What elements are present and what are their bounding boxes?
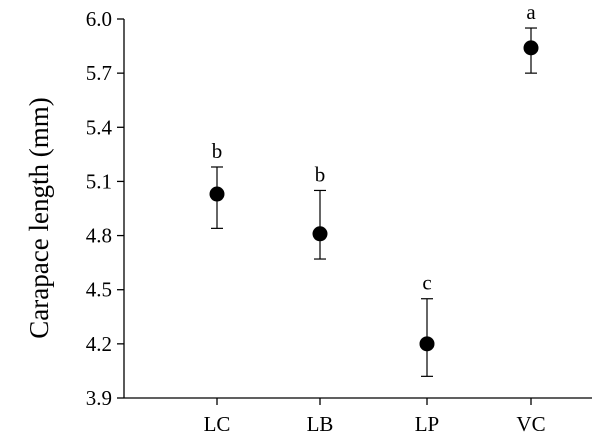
- data-point: [419, 336, 435, 352]
- significance-letter: b: [212, 139, 223, 163]
- y-tick-label: 6.0: [86, 7, 112, 31]
- data-point: [312, 226, 328, 242]
- y-tick-label: 4.2: [86, 332, 112, 356]
- y-tick-label: 4.8: [86, 224, 112, 248]
- data-marks: b b c a: [209, 0, 539, 377]
- y-tick-label: 5.7: [86, 61, 112, 85]
- axes: 3.9 4.2 4.5 4.8 5.1 5.4 5.7 6.0 LC LB LP VC: [86, 7, 592, 436]
- x-tick-label: VC: [516, 412, 545, 436]
- y-tick-label: 4.5: [86, 278, 112, 302]
- data-point: [523, 40, 539, 56]
- x-tick-label: LP: [415, 412, 440, 436]
- x-tick-label: LB: [307, 412, 334, 436]
- y-axis-label: Carapace length (mm): [24, 97, 54, 338]
- significance-letter: b: [315, 162, 326, 186]
- y-tick-label: 5.4: [86, 115, 113, 139]
- data-point: [209, 186, 225, 202]
- significance-letter: c: [422, 271, 431, 295]
- y-tick-label: 3.9: [86, 386, 112, 410]
- x-tick-label: LC: [204, 412, 231, 436]
- y-tick-label: 5.1: [86, 169, 112, 193]
- significance-letter: a: [526, 0, 536, 24]
